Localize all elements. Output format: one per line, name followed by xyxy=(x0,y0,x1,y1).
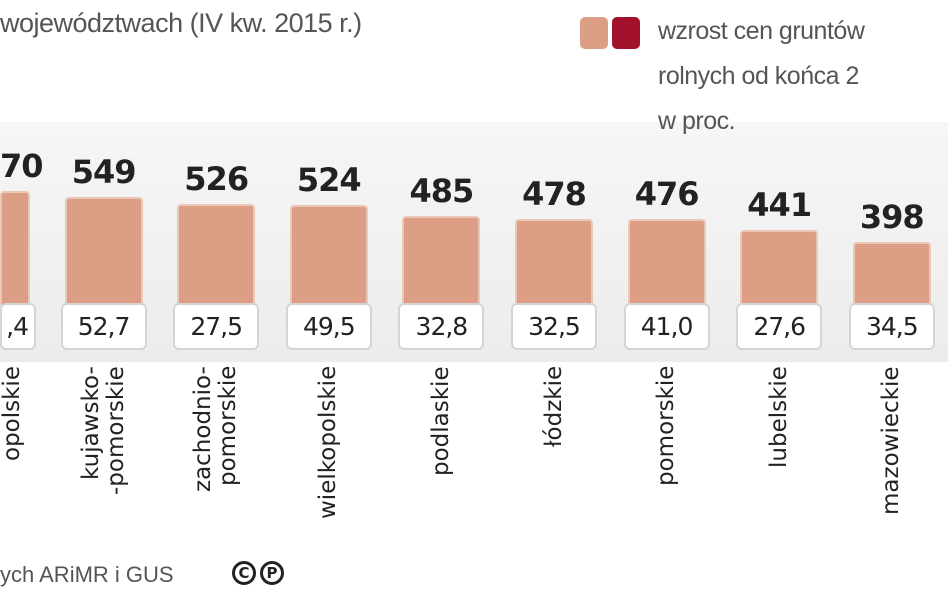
legend-line-3: w proc. xyxy=(658,107,736,135)
bar xyxy=(740,229,819,305)
category-label-wrap: podlaskie xyxy=(398,366,484,571)
bar-column: 441 27,6 lubelskie xyxy=(736,0,823,580)
growth-label: 32,5 xyxy=(511,303,597,350)
bar-column: 549 52,7 kujawsko- -pomorskie xyxy=(60,0,147,580)
growth-label: 27,5 xyxy=(173,303,260,350)
bar-value-label: 398 xyxy=(859,198,925,237)
category-label-wrap: opolskie xyxy=(0,366,26,571)
bar-column: 478 32,5 łódzkie xyxy=(511,0,597,580)
category-label: pomorskie xyxy=(653,366,680,487)
category-label: podlaskie xyxy=(427,366,454,476)
bar xyxy=(627,219,706,305)
category-label: mazowieckie xyxy=(878,366,905,515)
bar-column: 476 41,0 pomorskie xyxy=(623,0,710,580)
growth-label: 52,7 xyxy=(60,303,147,350)
growth-label: 27,6 xyxy=(736,303,823,350)
legend-swatch-light xyxy=(580,17,608,49)
bar-column: 485 32,8 podlaskie xyxy=(398,0,485,580)
category-label-wrap: mazowieckie xyxy=(849,366,935,571)
legend-line-1: wzrost cen gruntów xyxy=(658,17,865,45)
bar-column: 398 34,5 mazowieckie xyxy=(848,0,935,580)
bar-value-label: 441 xyxy=(747,185,812,224)
bar-value-label: 476 xyxy=(634,175,700,214)
category-label: kujawsko- -pomorskie xyxy=(77,366,129,495)
chart-title: województwach (IV kw. 2015 r.) xyxy=(0,8,362,38)
bar-column: 524 49,5 wielkopolskie xyxy=(285,0,372,580)
producer-icon: P xyxy=(260,561,284,585)
bar xyxy=(0,191,30,305)
legend-swatch-dark xyxy=(612,17,640,49)
bar xyxy=(515,218,593,305)
bar-value-label: 524 xyxy=(296,160,362,199)
category-label: wielkopolskie xyxy=(315,366,342,520)
bar xyxy=(852,242,931,305)
bar-value-label: 526 xyxy=(184,160,249,199)
growth-label: 41,0 xyxy=(623,303,710,350)
category-label-wrap: kujawsko- -pomorskie xyxy=(61,366,147,571)
bar-value-label: 485 xyxy=(409,172,474,211)
bar xyxy=(402,216,481,305)
growth-label: ,4 xyxy=(0,303,36,350)
legend-line-2: rolnych od końca 2 xyxy=(658,62,859,90)
bar-value-label: 70 xyxy=(0,147,44,186)
copyright-icon: C xyxy=(232,561,256,585)
category-label: łódzkie xyxy=(540,366,567,448)
bar xyxy=(64,197,143,305)
category-label-wrap: lubelskie xyxy=(736,366,822,571)
category-label-wrap: zachodnio- pomorskie xyxy=(173,366,259,571)
growth-label: 49,5 xyxy=(285,303,372,350)
bar xyxy=(177,204,256,305)
category-label-wrap: pomorskie xyxy=(624,366,710,571)
category-label-wrap: łódzkie xyxy=(511,366,597,571)
growth-label: 34,5 xyxy=(848,303,935,350)
category-label: zachodnio- pomorskie xyxy=(190,366,242,492)
category-label: lubelskie xyxy=(765,366,792,468)
bar-column: 526 27,5 zachodnio- pomorskie xyxy=(173,0,260,580)
source-note: ych ARiMR i GUS xyxy=(0,562,174,587)
bar-column: 70 ,4 opolskie xyxy=(0,0,44,580)
growth-label: 32,8 xyxy=(398,303,485,350)
bar-value-label: 478 xyxy=(522,174,587,213)
bar xyxy=(289,204,368,305)
bar-value-label: 549 xyxy=(71,153,137,192)
category-label-wrap: wielkopolskie xyxy=(286,366,372,571)
category-label: opolskie xyxy=(0,366,25,461)
